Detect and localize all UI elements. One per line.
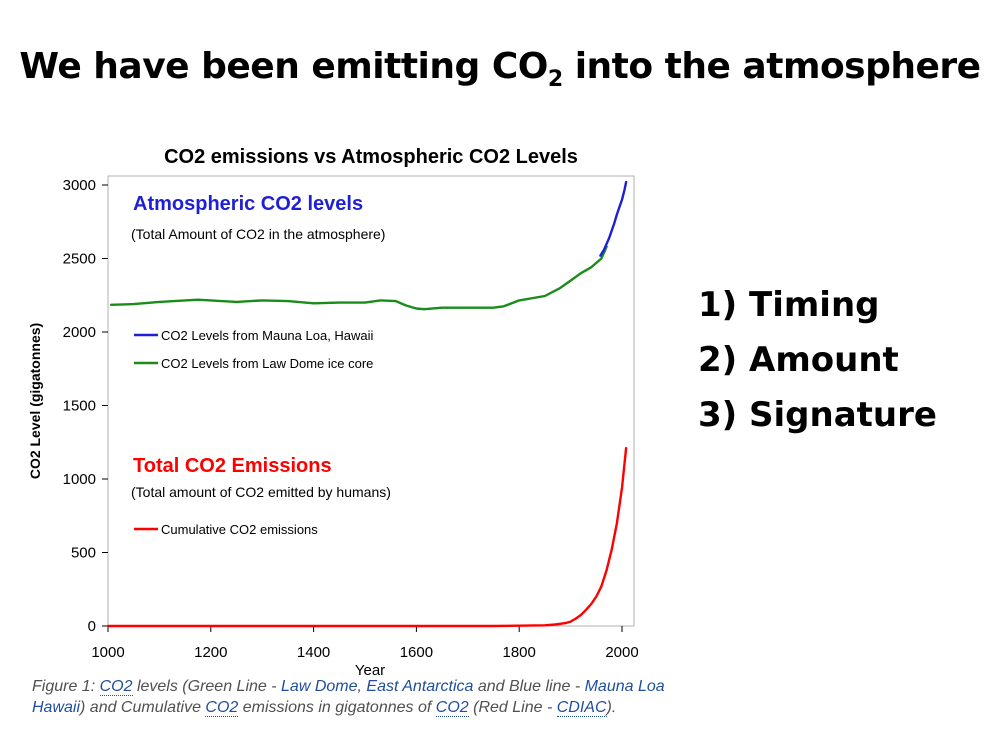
y-tick-label: 0 [88,618,96,635]
annotation-top-heading: Atmospheric CO2 levels [133,193,363,215]
x-tick-label: 1800 [503,644,536,661]
chart-title: CO2 emissions vs Atmospheric CO2 Levels [164,146,578,168]
caption-link-co2[interactable]: CO2 [99,678,133,696]
x-tick-label: 2000 [605,644,638,661]
caption-link-east-antarctica[interactable]: East Antarctica [366,678,474,695]
caption-link-law-dome[interactable]: Law Dome [281,678,358,695]
x-tick-label: 1600 [400,644,433,661]
figure-caption: Figure 1: CO2 levels (Green Line - Law D… [32,678,665,717]
legend-label: CO2 Levels from Mauna Loa, Hawaii [161,328,374,343]
point-signature: 3) Signature [698,395,937,435]
x-tick-label: 1400 [297,644,330,661]
caption-link-hawaii[interactable]: Hawaii [32,699,81,716]
caption-link-co2-3[interactable]: CO2 [435,699,469,717]
law-dome-line [109,245,608,311]
point-timing: 1) Timing [698,285,880,325]
x-axis-label: Year [355,662,385,679]
y-tick-label: 3000 [63,177,96,194]
x-tick-label: 1200 [194,644,227,661]
x-tick-label: 1000 [91,644,124,661]
annotation-bottom-sub: (Total amount of CO2 emitted by humans) [131,484,391,500]
key-points-list: 1) Timing 2) Amount 3) Signature [698,278,937,443]
slide-title: We have been emitting CO2 into the atmos… [19,46,981,93]
y-tick-label: 1000 [63,471,96,488]
y-tick-label: 500 [71,545,96,562]
emissions-line [106,446,628,628]
y-axis-label: CO2 Level (gigatonnes) [27,323,43,479]
annotation-top-sub: (Total Amount of CO2 in the atmosphere) [131,226,385,242]
point-amount: 2) Amount [698,340,899,380]
plot-frame [107,175,635,627]
y-tick-label: 2500 [63,251,96,268]
legend-label: CO2 Levels from Law Dome ice core [161,356,373,371]
caption-link-co2-2[interactable]: CO2 [205,699,239,717]
annotation-bottom-heading: Total CO2 Emissions [133,455,332,477]
caption-link-cdiac[interactable]: CDIAC [556,699,607,717]
legend-label: Cumulative CO2 emissions [161,522,318,537]
caption-link-mauna-loa[interactable]: Mauna Loa [584,678,665,695]
y-tick-label: 2000 [63,324,96,341]
y-tick-label: 1500 [63,398,96,415]
mauna-loa-line [599,180,628,257]
